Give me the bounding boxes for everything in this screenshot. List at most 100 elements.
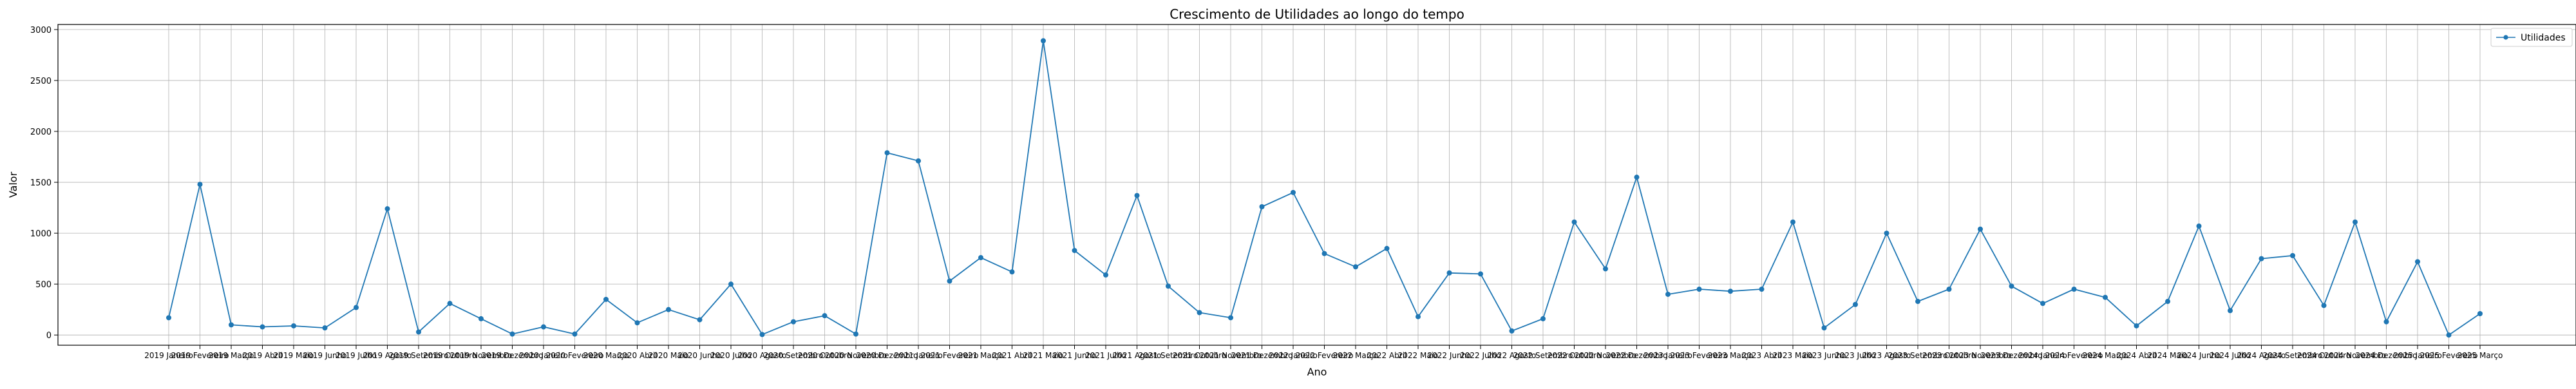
x-tick-label: 2020 Fevereiro [546, 351, 604, 360]
data-point [2040, 301, 2045, 307]
x-tick-label: 2019 Julho [336, 351, 377, 360]
y-tick-label: 3000 [30, 26, 52, 35]
data-point [1665, 291, 1671, 297]
x-tick-label: 2023 Março [1708, 351, 1754, 360]
x-axis-label: Ano [1307, 366, 1327, 378]
x-tick-label: 2022 Julho [1460, 351, 1501, 360]
data-point [1540, 316, 1546, 321]
data-point [884, 150, 890, 156]
x-tick-label: 2024 Agosto [2237, 351, 2286, 360]
x-tick-label: 2020 Junho [677, 351, 721, 360]
x-tick-label: 2019 Abril [243, 351, 283, 360]
data-point [1946, 287, 1952, 292]
x-tick-label: 2024 Dezembro [2356, 351, 2418, 360]
data-point [2103, 294, 2108, 300]
x-tick-label: 2022 Junho [1427, 351, 1471, 360]
x-tick-label: 2019 Janeiro [144, 351, 193, 360]
x-tick-label: 2024 Julho [2210, 351, 2251, 360]
x-tick-label: 2024 Fevereiro [2045, 351, 2103, 360]
x-tick-label: 2023 Julho [1835, 351, 1876, 360]
x-tick-label: 2024 Junho [2177, 351, 2221, 360]
plot-area-frame [57, 24, 2576, 346]
x-tick-label: 2023 Fevereiro [1671, 351, 1728, 360]
data-point [2165, 299, 2170, 305]
data-point [947, 278, 952, 284]
data-point [1103, 272, 1108, 278]
data-point [1291, 189, 1296, 195]
y-axis-label: Valor [7, 171, 19, 198]
y-tick-label: 2500 [30, 77, 52, 86]
x-tick-label: 2020 Dezembro [857, 351, 918, 360]
x-tick-label: 2019 Agosto [363, 351, 412, 360]
x-tick-label: 2019 Setembro [389, 351, 449, 360]
data-point [384, 206, 390, 212]
x-tick-label: 2022 Dezembro [1606, 351, 1668, 360]
x-tick-label: 2020 Novembro [825, 351, 887, 360]
x-tick-label: 2021 Março [958, 351, 1004, 360]
x-tick-label: 2020 Julho [710, 351, 752, 360]
data-point [1884, 231, 1889, 236]
data-point [354, 305, 359, 310]
data-point [1009, 269, 1015, 275]
data-point [1321, 251, 1327, 256]
x-tick-label: 2019 Dezembro [482, 351, 544, 360]
chart-title: Crescimento de Utilidades ao longo do te… [1170, 6, 1464, 22]
x-tick-label: 2024 Outubro [2297, 351, 2351, 360]
y-tick-label: 2000 [30, 128, 52, 137]
x-tick-label: 2022 Janeiro [1269, 351, 1318, 360]
data-point [2009, 283, 2014, 289]
data-point [916, 158, 921, 164]
x-tick-label: 2025 Fevereiro [2420, 351, 2478, 360]
data-point [1416, 314, 1421, 319]
data-point [603, 296, 609, 302]
x-tick-label: 2020 Abril [618, 351, 658, 360]
data-point [2415, 259, 2420, 265]
data-point [1384, 245, 1390, 251]
data-point [1259, 204, 1265, 209]
x-tick-label: 2021 Fevereiro [921, 351, 979, 360]
x-tick-label: 2023 Dezembro [1981, 351, 2043, 360]
x-tick-label: 2021 Abril [992, 351, 1032, 360]
x-tick-label: 2020 Janeiro [519, 351, 568, 360]
data-point [822, 313, 828, 319]
data-point [1603, 266, 1608, 272]
y-tick-label: 0 [46, 331, 52, 341]
data-point [541, 324, 546, 330]
y-tick-label: 1500 [30, 178, 52, 188]
x-tick-label: 2019 Junho [303, 351, 346, 360]
data-point [2477, 310, 2483, 316]
data-point [1853, 301, 1858, 307]
data-point [1821, 325, 1827, 331]
legend-marker [2503, 35, 2508, 40]
data-points [166, 38, 2483, 338]
x-tick-label: 2023 Agosto [1862, 351, 1911, 360]
x-tick-label: 2024 Março [2083, 351, 2128, 360]
data-point [229, 322, 234, 328]
data-point [1446, 270, 1452, 276]
x-tick-label: 2023 Maio [1773, 351, 1814, 360]
x-tick-label: 2021 Dezembro [1231, 351, 1293, 360]
x-tick-label: 2024 Janeiro [2018, 351, 2067, 360]
x-tick-label: 2024 Novembro [2324, 351, 2386, 360]
data-point [2290, 252, 2295, 258]
x-tick-label: 2020 Agosto [738, 351, 787, 360]
legend-label: Utilidades [2521, 33, 2566, 43]
data-point [1634, 175, 1640, 180]
data-point [197, 182, 203, 187]
x-tick-label: 2022 Fevereiro [1296, 351, 1354, 360]
data-point [1696, 287, 1702, 292]
data-point [791, 319, 796, 325]
x-tick-label: 2021 Julho [1085, 351, 1126, 360]
data-point [1509, 328, 1515, 334]
data-point [853, 331, 858, 337]
x-tick-label: 2024 Setembro [2263, 351, 2323, 360]
x-tick-label: 2022 Outubro [1548, 351, 1601, 360]
x-tick-label: 2023 Outubro [1922, 351, 1976, 360]
y-tick-label: 1000 [30, 229, 52, 239]
data-point [260, 324, 265, 330]
x-tick-label: 2019 Outubro [423, 351, 477, 360]
data-point [1571, 219, 1577, 225]
data-point [1478, 271, 1483, 277]
